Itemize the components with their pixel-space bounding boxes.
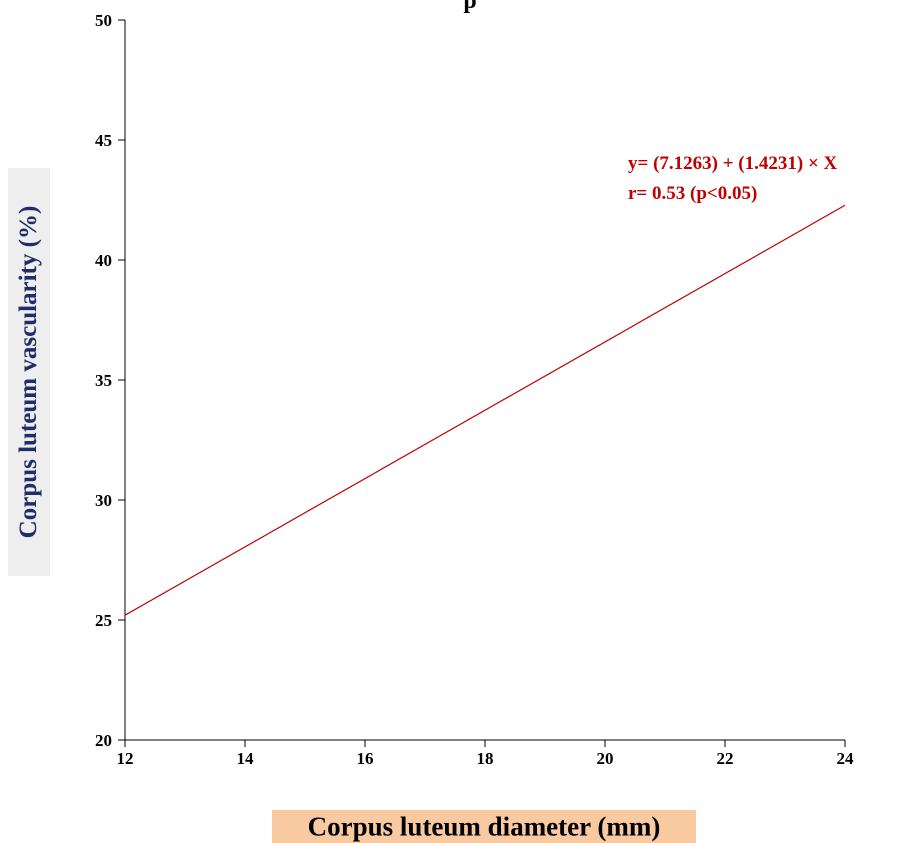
y-tick-label: 50 (95, 11, 112, 30)
regression-line (124, 204, 846, 616)
y-tick-label: 20 (95, 731, 112, 750)
x-tick-label: 14 (237, 749, 255, 768)
xlabel-background (272, 810, 696, 843)
x-axis-label: Corpus luteum diameter (mm) (307, 811, 661, 842)
chart-title: p (463, 0, 477, 14)
y-tick-label: 45 (95, 131, 112, 150)
x-tick-label: 20 (597, 749, 614, 768)
y-ticks: 20 25 30 35 40 45 50 (95, 11, 125, 750)
x-tick-label: 16 (357, 749, 374, 768)
correlation-annotation: r= 0.53 (p<0.05) (628, 183, 757, 204)
ylabel-background (8, 168, 50, 576)
y-tick-label: 30 (95, 491, 112, 510)
x-tick-label: 12 (117, 749, 134, 768)
y-tick-label: 25 (95, 611, 112, 630)
x-tick-label: 24 (837, 749, 855, 768)
regression-equation: y= (7.1263) + (1.4231) × X (628, 153, 838, 174)
x-ticks: 12 14 16 18 20 22 24 (117, 740, 855, 768)
x-tick-label: 18 (477, 749, 494, 768)
y-tick-label: 35 (95, 371, 112, 390)
series-group (124, 204, 846, 616)
x-tick-label: 22 (717, 749, 734, 768)
y-tick-label: 40 (95, 251, 112, 270)
